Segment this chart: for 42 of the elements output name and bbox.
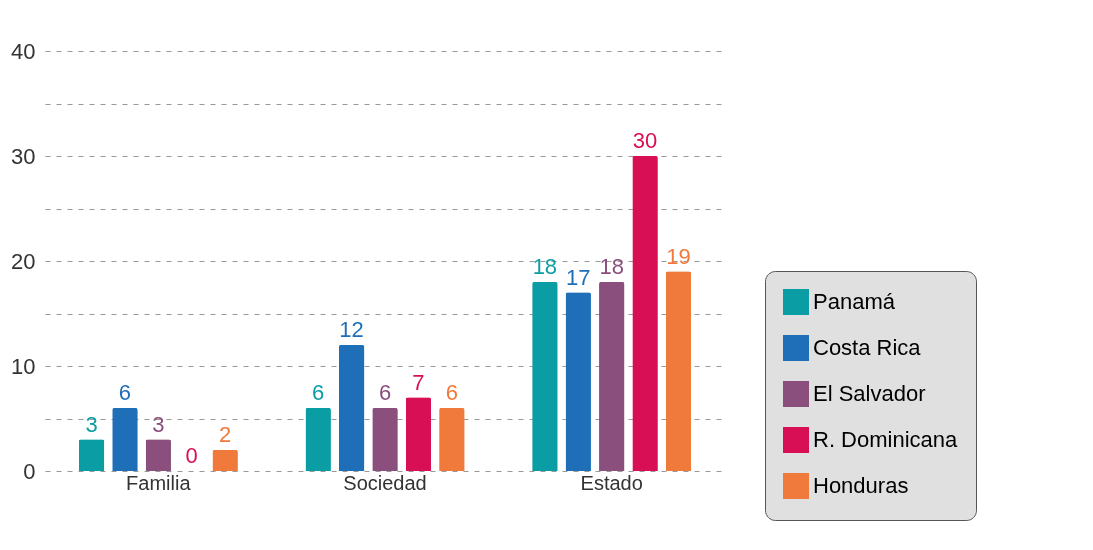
y-tick-label: 40: [11, 38, 36, 64]
bar: [112, 408, 138, 471]
legend-label: Panamá: [813, 289, 896, 314]
data-label: 6: [378, 380, 392, 405]
legend-label: El Salvador: [813, 381, 926, 406]
bar: [599, 282, 625, 471]
data-label: 17: [566, 264, 591, 290]
bar: [79, 439, 105, 471]
data-label: 12: [339, 317, 364, 342]
legend-label: R. Dominicana: [813, 427, 959, 452]
bar: [439, 408, 465, 471]
y-tick-label: 0: [23, 458, 36, 484]
data-label: 6: [445, 380, 458, 405]
data-label: 0: [185, 443, 198, 468]
data-label: 18: [599, 254, 624, 279]
y-tick-label: 20: [11, 248, 36, 274]
bar: [565, 292, 591, 471]
data-label: 19: [666, 243, 691, 269]
x-tick-label: Sociedad: [343, 471, 427, 494]
data-label: 30: [632, 128, 658, 153]
y-tick-label: 30: [11, 143, 36, 169]
legend-label: Costa Rica: [813, 335, 922, 360]
data-label: 2: [219, 422, 232, 447]
bar: [145, 439, 171, 471]
bar: [372, 408, 398, 471]
bar: [532, 282, 558, 471]
data-label: 3: [85, 411, 98, 437]
bar: [212, 450, 238, 471]
data-label: 18: [532, 254, 558, 279]
bar: [632, 156, 658, 471]
data-label: 6: [118, 380, 132, 405]
bar: [339, 345, 365, 471]
data-label: 7: [412, 369, 425, 395]
data-label: 6: [312, 380, 325, 405]
legend-label: Honduras: [813, 473, 909, 498]
bar: [305, 408, 331, 471]
x-tick-label: Familia: [126, 471, 192, 494]
x-tick-label: Estado: [580, 471, 643, 494]
data-label: 3: [152, 411, 165, 437]
bar: [665, 271, 691, 471]
y-tick-label: 10: [11, 353, 36, 379]
bar: [405, 397, 431, 471]
